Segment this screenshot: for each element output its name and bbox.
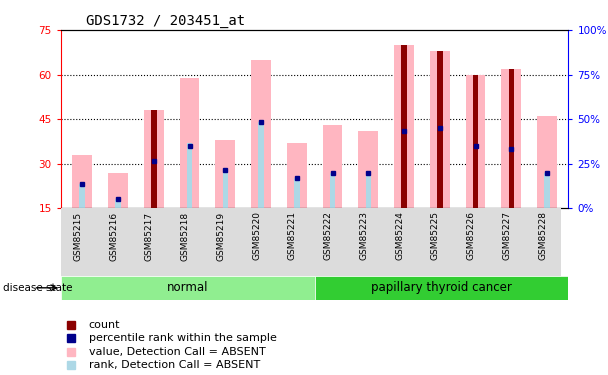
Text: GSM85215: GSM85215 — [73, 211, 82, 261]
Bar — [508, 149, 514, 208]
Bar — [80, 184, 85, 208]
Bar — [537, 116, 557, 208]
Bar — [394, 45, 414, 208]
Bar — [401, 131, 407, 208]
Text: count: count — [89, 320, 120, 330]
Bar — [144, 110, 164, 208]
Text: GSM85217: GSM85217 — [145, 211, 154, 261]
Bar — [466, 75, 485, 208]
Bar — [323, 125, 342, 208]
Text: rank, Detection Call = ABSENT: rank, Detection Call = ABSENT — [89, 360, 260, 370]
Bar — [508, 69, 514, 208]
Bar — [473, 146, 478, 208]
Bar — [108, 172, 128, 208]
Text: GSM85216: GSM85216 — [109, 211, 118, 261]
Bar — [502, 69, 521, 208]
Bar — [251, 60, 271, 208]
Bar — [359, 131, 378, 208]
Text: GSM85222: GSM85222 — [323, 211, 333, 260]
Bar — [151, 110, 156, 208]
Bar — [223, 170, 228, 208]
Text: normal: normal — [167, 281, 209, 294]
Bar — [437, 128, 443, 208]
Text: GSM85219: GSM85219 — [216, 211, 225, 261]
Bar — [294, 178, 300, 208]
Bar — [61, 276, 315, 300]
Bar — [287, 143, 306, 208]
Text: GSM85225: GSM85225 — [431, 211, 440, 261]
Bar — [72, 154, 92, 208]
Text: value, Detection Call = ABSENT: value, Detection Call = ABSENT — [89, 346, 266, 357]
Bar — [315, 276, 568, 300]
Bar — [473, 75, 478, 208]
Text: GSM85221: GSM85221 — [288, 211, 297, 261]
Text: GDS1732 / 203451_at: GDS1732 / 203451_at — [86, 13, 245, 28]
Bar — [180, 78, 199, 208]
Bar — [258, 122, 264, 208]
Bar — [401, 45, 407, 208]
Text: papillary thyroid cancer: papillary thyroid cancer — [371, 281, 512, 294]
Text: GSM85226: GSM85226 — [466, 211, 475, 261]
Text: GSM85220: GSM85220 — [252, 211, 261, 261]
Text: GSM85218: GSM85218 — [181, 211, 190, 261]
Text: GSM85227: GSM85227 — [502, 211, 511, 261]
Bar — [116, 199, 121, 208]
Bar — [330, 172, 335, 208]
Bar — [544, 172, 550, 208]
Bar — [430, 51, 449, 208]
Bar — [365, 172, 371, 208]
Bar — [437, 51, 443, 208]
Bar — [151, 149, 156, 208]
Text: GSM85223: GSM85223 — [359, 211, 368, 261]
Text: percentile rank within the sample: percentile rank within the sample — [89, 333, 277, 344]
Text: GSM85224: GSM85224 — [395, 211, 404, 260]
Bar — [187, 143, 192, 208]
Text: GSM85228: GSM85228 — [538, 211, 547, 261]
Text: disease state: disease state — [3, 283, 72, 293]
Bar — [215, 140, 235, 208]
